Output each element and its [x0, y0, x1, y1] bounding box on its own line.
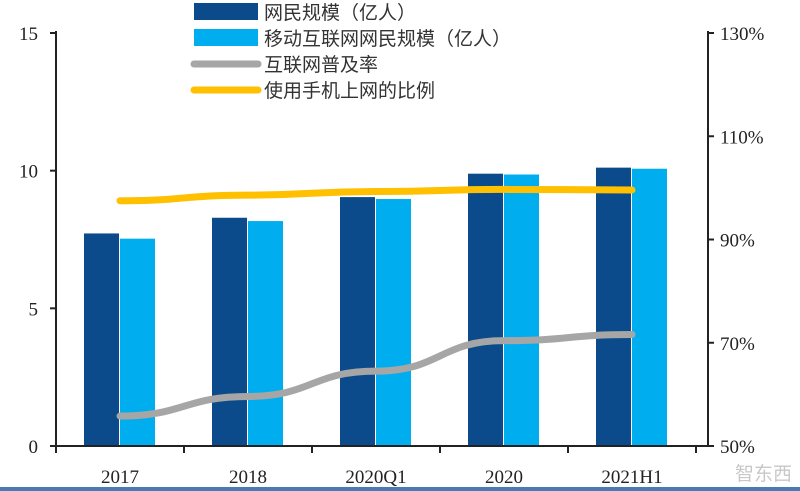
left-tick-label: 0	[29, 437, 39, 458]
x-tick-label: 2020	[485, 467, 523, 488]
x-tick-label: 2018	[229, 467, 267, 488]
left-tick-label: 15	[19, 24, 38, 45]
legend-label: 互联网普及率	[264, 54, 378, 76]
line-mobile-ratio	[116, 185, 636, 205]
bottom-border	[0, 487, 800, 491]
bar-total-2018	[212, 217, 247, 446]
legend-label: 移动互联网网民规模（亿人）	[264, 28, 511, 50]
right-tick-label: 90%	[720, 231, 755, 252]
bar-total-2017	[84, 233, 119, 446]
line-penetration-rate	[116, 330, 636, 420]
axes: 0 5 10 15 50% 70% 90% 110% 130% 2017 2018 2020Q1 202…	[19, 24, 765, 488]
right-tick-label: 130%	[720, 24, 765, 45]
bar-mobile-2018	[248, 221, 283, 446]
bar-mobile-2020Q1	[376, 199, 411, 446]
bar-total-2021H1	[596, 167, 631, 446]
right-tick-label: 110%	[720, 127, 764, 148]
bars	[84, 167, 667, 447]
x-tick-label: 2020Q1	[345, 467, 406, 488]
x-tick-label: 2021H1	[601, 467, 662, 488]
legend-label: 使用手机上网的比例	[264, 80, 435, 102]
left-tick-label: 5	[29, 299, 39, 320]
right-tick-label: 70%	[720, 334, 755, 355]
bar-total-2020	[468, 173, 503, 447]
lines	[116, 185, 636, 420]
right-tick-label: 50%	[720, 437, 755, 458]
watermark-logo: 智东西	[735, 463, 792, 485]
left-tick-label: 10	[19, 162, 38, 183]
legend-label: 网民规模（亿人）	[264, 2, 416, 24]
bar-mobile-2020	[504, 174, 539, 446]
x-tick-label: 2017	[101, 467, 139, 488]
bar-mobile-2021H1	[632, 168, 667, 447]
bar-total-2020Q1	[340, 197, 375, 446]
legend-swatch	[194, 3, 258, 20]
legend-swatch	[194, 29, 258, 46]
